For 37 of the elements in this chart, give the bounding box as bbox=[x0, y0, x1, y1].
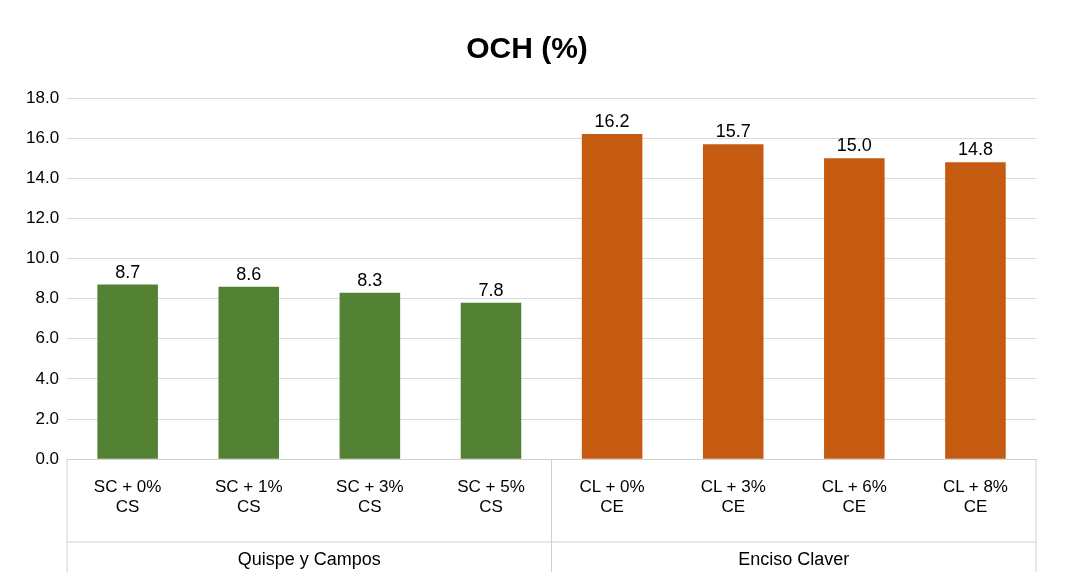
data-label: 14.8 bbox=[957, 139, 993, 160]
y-tick-label: 14.0 bbox=[25, 167, 60, 187]
data-label: 15.0 bbox=[836, 135, 872, 156]
y-tick-label: 0.0 bbox=[35, 448, 60, 468]
y-tick-label: 18.0 bbox=[25, 87, 60, 107]
bar bbox=[97, 284, 158, 459]
text: Enciso Claver bbox=[738, 548, 850, 569]
x-tick-label: SC + 5% CS bbox=[457, 477, 525, 517]
bar bbox=[702, 144, 764, 459]
chart-title: OCH (%) bbox=[466, 31, 588, 65]
data-label: 8.6 bbox=[236, 263, 262, 284]
y-tick-label: 10.0 bbox=[25, 248, 60, 268]
data-label: 15.7 bbox=[715, 121, 751, 142]
y-tick-label: 8.0 bbox=[35, 288, 60, 308]
bar bbox=[339, 292, 401, 459]
data-label: 7.8 bbox=[478, 279, 504, 300]
y-tick-label: 6.0 bbox=[35, 328, 60, 348]
y-tick-label: 4.0 bbox=[35, 368, 60, 388]
x-tick-label: SC + 1% CS bbox=[214, 477, 283, 517]
x-tick-label: SC + 3% CS bbox=[336, 477, 404, 517]
x-tick-label: CL + 6% CE bbox=[821, 477, 887, 517]
x-tick-label: CL + 3% CE bbox=[700, 477, 766, 517]
data-label: 16.2 bbox=[594, 111, 630, 132]
x-tick-label: SC + 0% CS bbox=[93, 477, 162, 517]
bar bbox=[581, 134, 643, 459]
data-label: 8.7 bbox=[115, 261, 141, 282]
x-tick-label: CL + 8% CE bbox=[942, 477, 1008, 517]
bar bbox=[218, 286, 280, 459]
bar bbox=[460, 302, 522, 459]
text: Quispe y Campos bbox=[237, 548, 381, 569]
data-label: 8.3 bbox=[357, 269, 383, 290]
bar bbox=[824, 158, 885, 459]
y-tick-label: 2.0 bbox=[35, 408, 60, 428]
bar bbox=[945, 162, 1006, 459]
y-tick-label: 12.0 bbox=[25, 208, 60, 228]
x-tick-label: CL + 0% CE bbox=[579, 477, 645, 517]
y-tick-label: 16.0 bbox=[25, 127, 60, 147]
